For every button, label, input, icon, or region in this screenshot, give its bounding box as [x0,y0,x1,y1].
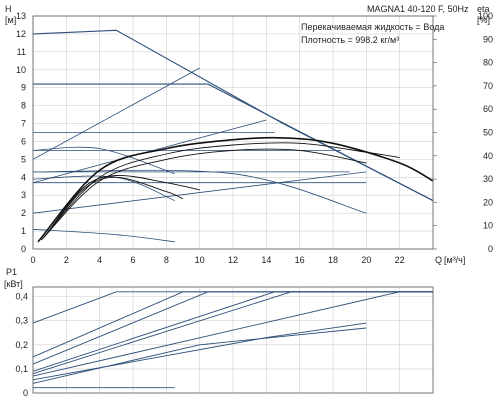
annotation-density: Плотность = 998.2 кг/м³ [301,35,399,45]
x-tick-label-7: 14 [261,255,271,265]
chart-title: MAGNA1 40-120 F, 50Hz [367,4,469,14]
y-left-unit: [м] [5,15,16,25]
series-line-low-curve-12 [32,169,367,214]
x-tick-label-11: 22 [395,255,405,265]
y-tick-label-0: 0 [21,244,26,254]
series-line-efficiency-17 [45,176,184,235]
y-tick-label-5: 5 [21,154,26,164]
x-tick-label-6: 12 [228,255,238,265]
y-right-tick-label-3: 30 [483,174,493,184]
lower-series [32,291,433,389]
y-tick-label-12: 12 [16,29,26,39]
y-tick-label-2: 2 [21,208,26,218]
y-tick-label-13: 13 [16,11,26,21]
power-line-4 [32,291,433,375]
y-right-unit: [%] [477,15,490,25]
x-tick-label-5: 10 [195,255,205,265]
upper-series [32,29,434,243]
lower-tick-labels: 0 0,1 0,2 0,3 0,4 [15,292,28,398]
y-tick-label-11: 11 [17,47,26,57]
x-tick-label-8: 16 [295,255,305,265]
x-tick-label-10: 20 [361,255,371,265]
power-line-5 [32,291,433,377]
lower-grid [32,287,433,394]
y-right-tick-label-7: 70 [483,81,493,91]
lower-y-unit: [кВт] [4,279,23,289]
lower-plot-frame [32,286,434,394]
series-line-prop-pressure-1 [33,83,434,202]
y-tick-label-4: 4 [21,172,26,182]
lower-y-tick-label-4: 0,4 [15,292,28,302]
x-tick-label-9: 18 [328,255,338,265]
power-line-7 [32,327,367,384]
series-line-efficiency-16 [44,175,200,237]
y-right-tick-label-6: 60 [483,104,493,114]
y-right-tick-label-1: 10 [483,221,493,231]
y-tick-label-10: 10 [16,65,26,75]
lower-y-label: P1 [6,267,17,277]
lower-y-tick-label-1: 0,1 [15,364,28,374]
y-tick-label-8: 8 [21,101,26,111]
upper-tick-labels: 0123456789101112130102030405060708090100… [16,11,493,265]
x-tick-label-2: 4 [97,255,102,265]
x-tick-label-1: 2 [64,255,69,265]
lower-y-tick-label-2: 0,2 [15,340,28,350]
lower-y-tick-label-0: 0 [23,388,28,398]
y-left-label: H [5,4,12,14]
y-right-tick-label-2: 20 [483,197,493,207]
y-right-label: eta [477,4,490,14]
y-right-tick-label-4: 40 [483,151,493,161]
x-tick-label-4: 8 [164,255,169,265]
series-line-efficiency-15 [42,148,367,239]
y-right-tick-label-9: 90 [483,34,493,44]
y-right-tick-label-8: 80 [483,58,493,68]
x-axis-label: Q [435,255,442,265]
series-line-low-curve-9 [32,146,175,175]
x-tick-label-3: 6 [130,255,135,265]
series-line-system-8 [32,171,367,214]
series-line-efficiency-13 [37,136,434,243]
y-tick-label-7: 7 [21,119,26,129]
y-right-tick-label-5: 50 [483,128,493,138]
series-line-low-curve-11 [32,175,175,201]
annotation-fluid: Перекачиваемая жидкость = Вода [301,22,444,32]
upper-plot-frame [32,15,434,250]
y-tick-label-6: 6 [21,136,26,146]
y-tick-label-9: 9 [21,83,26,93]
series-line-system-6 [32,67,200,160]
y-tick-label-1: 1 [21,226,26,236]
y-right-tick-label-10: 100 [478,11,493,21]
lower-y-tick-label-3: 0,3 [15,316,28,326]
y-tick-label-3: 3 [21,190,26,200]
series-line-efficiency-14 [40,142,400,241]
x-axis-unit: [м³/ч] [444,255,465,265]
y-right-tick-label-0: 0 [488,244,493,254]
x-tick-label-0: 0 [30,255,35,265]
